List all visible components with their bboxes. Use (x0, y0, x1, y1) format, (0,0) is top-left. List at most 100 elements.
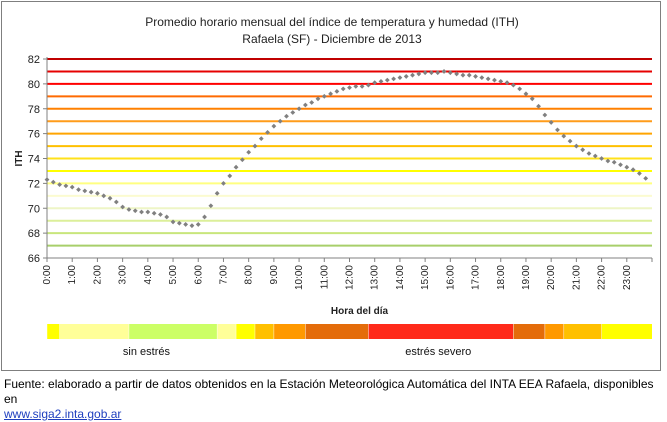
x-tick-label: 12:00 (345, 265, 356, 290)
ith-point (504, 80, 510, 86)
source-text: Fuente: elaborado a partir de datos obte… (4, 377, 654, 406)
stress-segment (128, 324, 218, 339)
ith-point (422, 70, 428, 76)
ith-point (630, 167, 636, 173)
ith-point (347, 85, 352, 91)
ith-point (359, 83, 365, 89)
ith-point (555, 127, 560, 133)
x-tick-label: 14:00 (395, 265, 406, 290)
ith-point (353, 83, 359, 89)
y-tick-label: 82 (28, 54, 40, 66)
ith-point (466, 72, 472, 78)
stress-zone-label: sin estrés (122, 346, 170, 358)
ith-point (592, 153, 598, 159)
y-tick-label: 76 (28, 129, 40, 141)
ith-point (233, 164, 239, 170)
ith-point (447, 70, 453, 76)
ith-point (95, 190, 100, 196)
ith-point (321, 93, 327, 99)
ith-point (265, 129, 270, 135)
stress-segment (368, 324, 514, 339)
ith-point (536, 103, 541, 109)
stress-segment (254, 324, 274, 339)
stress-zone-label: estrés severo (405, 346, 472, 358)
ith-point (485, 76, 491, 82)
ith-point (416, 71, 422, 77)
ith-point (176, 220, 182, 226)
ith-point (170, 219, 176, 225)
ith-point (435, 70, 441, 76)
ith-point (296, 106, 302, 112)
ith-point (580, 147, 586, 153)
chart-subtitle: Rafaela (SF) - Diciembre de 2013 (242, 32, 422, 46)
stress-segment (236, 324, 255, 339)
stress-segment (47, 324, 60, 339)
stress-segment (217, 324, 237, 339)
ith-point (290, 110, 296, 115)
x-tick-label: 23:00 (622, 265, 633, 290)
ith-point (611, 159, 617, 165)
ith-point (284, 113, 289, 119)
ith-point (202, 214, 207, 220)
x-axis-label: Hora del día (331, 306, 389, 317)
x-tick-label: 19:00 (521, 265, 532, 290)
ith-point (88, 189, 94, 195)
ith-point (384, 77, 390, 83)
ith-point (189, 223, 195, 229)
ith-point (479, 75, 485, 81)
ith-point (195, 222, 201, 227)
ith-point (214, 190, 220, 196)
ith-point (82, 188, 88, 194)
ith-point (529, 96, 535, 102)
ith-point (429, 70, 434, 76)
ith-point (548, 120, 554, 125)
ith-point (334, 88, 340, 94)
ith-point (139, 209, 144, 215)
stress-segment (513, 324, 545, 339)
y-tick-label: 68 (28, 228, 40, 240)
y-tick-label: 70 (28, 203, 40, 215)
y-tick-label: 80 (28, 79, 40, 91)
ith-point (57, 182, 63, 188)
ith-point (258, 136, 264, 141)
ith-point (132, 208, 138, 214)
ith-point (309, 100, 315, 105)
ith-point (366, 82, 371, 88)
x-tick-label: 16:00 (445, 265, 456, 290)
x-tick-label: 7:00 (218, 265, 229, 285)
ith-point (183, 222, 189, 227)
ith-point (567, 138, 573, 144)
x-tick-label: 5:00 (168, 265, 179, 285)
ith-point (624, 164, 630, 170)
ith-point (586, 151, 592, 156)
ith-point (391, 76, 397, 82)
source-link[interactable]: www.siga2.inta.gob.ar (4, 407, 122, 421)
x-tick-label: 13:00 (370, 265, 381, 290)
ith-point (252, 143, 258, 149)
ith-point (372, 80, 378, 86)
x-tick-label: 11:00 (319, 265, 330, 290)
x-tick-label: 21:00 (571, 265, 582, 290)
ith-point (145, 209, 151, 215)
ith-point (561, 133, 567, 139)
y-tick-label: 72 (28, 178, 40, 190)
stress-segment (544, 324, 564, 339)
ith-point (517, 86, 523, 92)
ith-point (69, 184, 75, 190)
x-tick-label: 0:00 (42, 265, 53, 285)
ith-point (510, 82, 516, 88)
y-tick-label: 74 (28, 154, 40, 166)
x-tick-label: 22:00 (597, 265, 608, 290)
ith-point (410, 72, 415, 78)
ith-point (498, 78, 504, 84)
y-axis-label: ITH (14, 150, 25, 166)
ith-point (605, 158, 611, 164)
ith-point (340, 86, 346, 92)
ith-point (227, 173, 233, 179)
ith-point (63, 183, 69, 189)
chart-frame: Promedio horario mensual del índice de t… (1, 1, 661, 371)
ith-point (328, 91, 333, 97)
stress-segment (59, 324, 129, 339)
ith-point (151, 210, 157, 216)
ith-point (599, 156, 604, 161)
